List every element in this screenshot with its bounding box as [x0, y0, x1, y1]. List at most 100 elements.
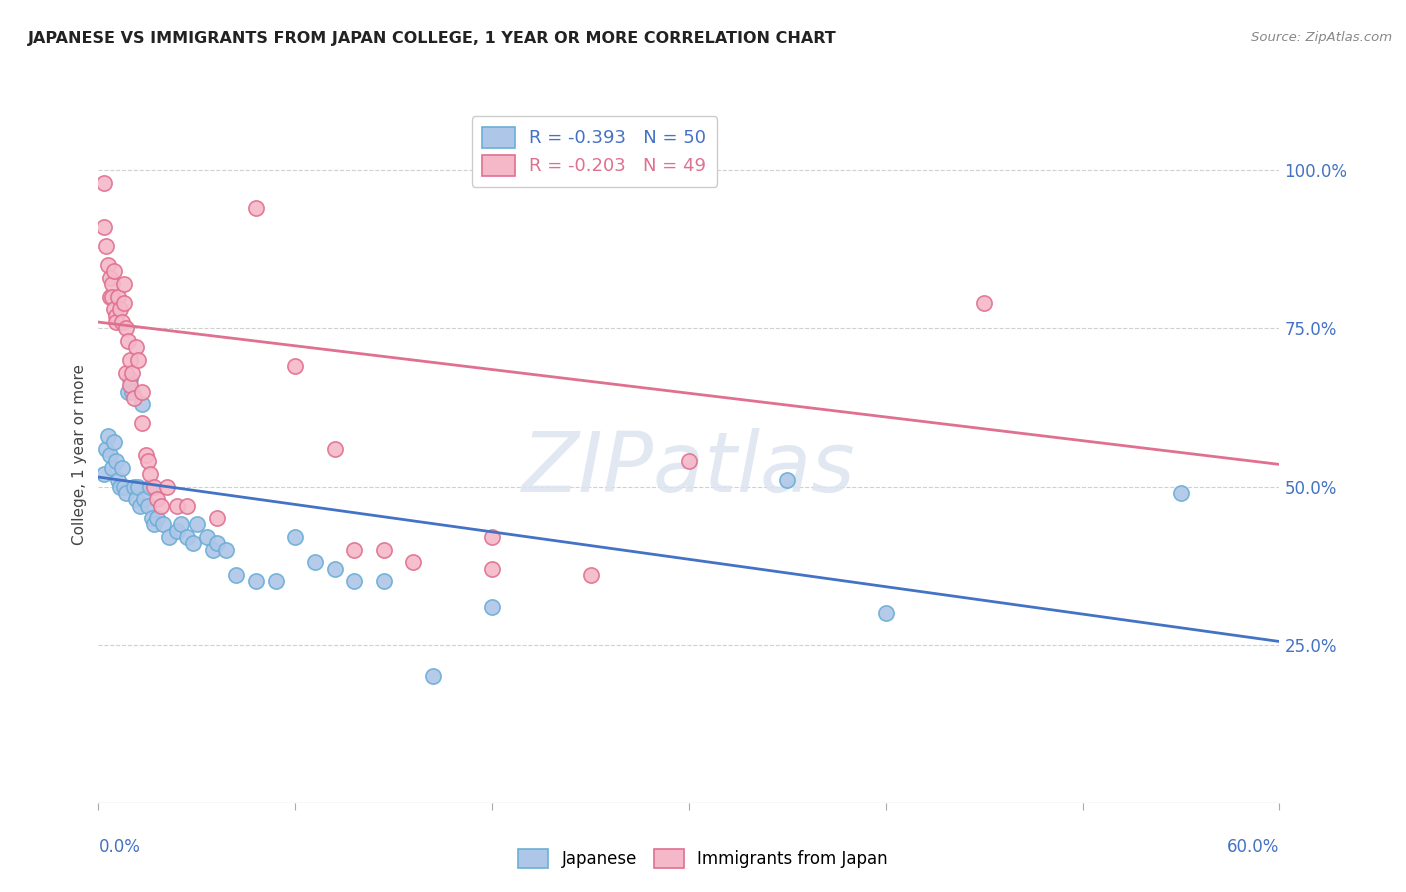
Point [402, 556, 425, 570]
Point [97, 429, 120, 443]
Point [146, 511, 169, 525]
Point [323, 562, 346, 576]
Point [776, 473, 799, 487]
Point [118, 378, 141, 392]
Point [142, 517, 165, 532]
Point [117, 334, 139, 348]
Point [373, 574, 395, 589]
Point [122, 479, 145, 493]
Point [97, 258, 120, 272]
Point [101, 290, 124, 304]
Point [343, 574, 366, 589]
Point [127, 353, 149, 368]
Text: 60.0%: 60.0% [1227, 838, 1279, 855]
Point [115, 321, 138, 335]
Legend: Japanese, Immigrants from Japan: Japanese, Immigrants from Japan [512, 842, 894, 875]
Point [111, 315, 134, 329]
Point [481, 530, 503, 544]
Point [131, 397, 153, 411]
Point [98, 448, 121, 462]
Point [205, 536, 228, 550]
Point [128, 499, 150, 513]
Point [125, 492, 148, 507]
Point [136, 499, 159, 513]
Point [103, 264, 125, 278]
Point [201, 542, 224, 557]
Point [103, 435, 125, 450]
Point [142, 479, 165, 493]
Point [1170, 486, 1192, 500]
Point [105, 454, 128, 468]
Point [108, 479, 131, 493]
Point [176, 499, 198, 513]
Point [225, 568, 247, 582]
Point [205, 511, 228, 525]
Point [170, 517, 193, 532]
Point [141, 511, 163, 525]
Point [343, 542, 366, 557]
Point [93, 176, 115, 190]
Legend: R = -0.393   N = 50, R = -0.203   N = 49: R = -0.393 N = 50, R = -0.203 N = 49 [471, 116, 717, 186]
Point [157, 530, 180, 544]
Point [136, 454, 159, 468]
Point [117, 384, 139, 399]
Point [131, 417, 153, 431]
Point [138, 467, 160, 481]
Point [215, 542, 238, 557]
Text: Source: ZipAtlas.com: Source: ZipAtlas.com [1251, 31, 1392, 45]
Point [152, 517, 174, 532]
Point [121, 384, 143, 399]
Point [121, 366, 143, 380]
Point [481, 599, 503, 614]
Point [103, 302, 125, 317]
Point [245, 201, 267, 215]
Point [579, 568, 602, 582]
Point [122, 391, 145, 405]
Point [101, 460, 124, 475]
Point [166, 499, 188, 513]
Point [101, 277, 124, 292]
Point [264, 574, 287, 589]
Point [127, 479, 149, 493]
Text: JAPANESE VS IMMIGRANTS FROM JAPAN COLLEGE, 1 YEAR OR MORE CORRELATION CHART: JAPANESE VS IMMIGRANTS FROM JAPAN COLLEG… [28, 31, 837, 46]
Point [181, 536, 204, 550]
Point [166, 524, 188, 538]
Point [138, 479, 160, 493]
Point [118, 353, 141, 368]
Point [186, 517, 208, 532]
Point [112, 296, 135, 310]
Point [115, 486, 138, 500]
Point [150, 499, 173, 513]
Point [146, 492, 169, 507]
Point [131, 384, 153, 399]
Point [156, 479, 179, 493]
Point [115, 366, 138, 380]
Point [284, 530, 307, 544]
Point [125, 340, 148, 354]
Point [973, 296, 995, 310]
Point [118, 372, 141, 386]
Text: ZIPatlas: ZIPatlas [522, 428, 856, 509]
Point [678, 454, 700, 468]
Point [195, 530, 218, 544]
Point [373, 542, 395, 557]
Point [481, 562, 503, 576]
Point [96, 442, 118, 456]
Point [112, 479, 135, 493]
Point [98, 270, 121, 285]
Point [284, 359, 307, 374]
Point [323, 442, 346, 456]
Point [105, 309, 128, 323]
Point [422, 669, 444, 683]
Point [112, 277, 135, 292]
Point [108, 302, 131, 317]
Point [93, 467, 115, 481]
Point [96, 239, 118, 253]
Point [135, 448, 157, 462]
Point [132, 492, 155, 507]
Point [875, 606, 897, 620]
Point [107, 290, 129, 304]
Text: 0.0%: 0.0% [98, 838, 141, 855]
Point [105, 315, 128, 329]
Point [93, 220, 115, 235]
